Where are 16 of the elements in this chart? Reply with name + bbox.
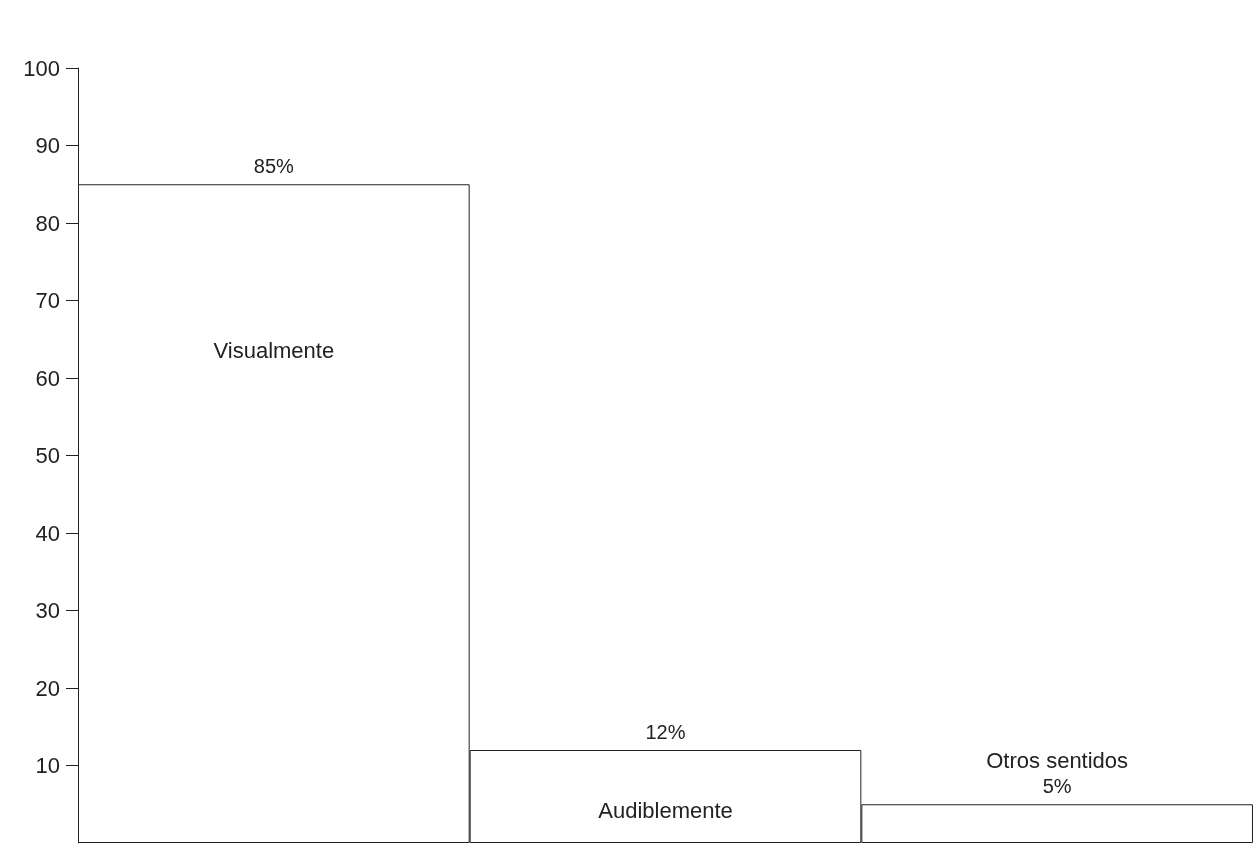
data-label: 5%	[1042, 775, 1072, 798]
data-label: 85%	[253, 155, 295, 178]
y-tick-label: 100	[23, 55, 60, 81]
y-tick-label: 90	[35, 133, 60, 158]
y-tick-label: 10	[35, 753, 60, 778]
data-label: 12%	[645, 721, 686, 743]
y-tick-label: 60	[35, 365, 60, 391]
y-tick-label: 40	[35, 520, 60, 546]
y-tick-label: 50	[35, 443, 60, 468]
y-tick-label: 80	[35, 210, 60, 236]
x-tick-label: Visualmente	[213, 337, 335, 363]
y-tick-label: 30	[35, 598, 60, 623]
x-tick-label: Audiblemente	[598, 797, 733, 823]
y-tick-label: 70	[35, 288, 60, 313]
y-tick-label: 20	[35, 675, 60, 701]
x-tick-label: Otros sentidos	[986, 747, 1129, 773]
